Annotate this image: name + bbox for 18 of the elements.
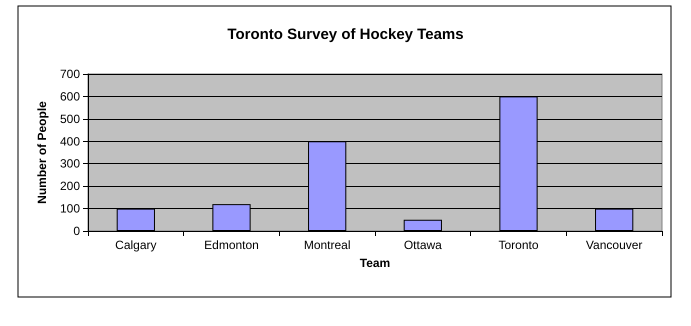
y-tick-label: 600: [60, 89, 80, 104]
y-axis-title: Number of People: [35, 100, 49, 204]
y-tick-label: 200: [60, 179, 80, 194]
chart-title: Toronto Survey of Hockey Teams: [227, 26, 464, 43]
x-tick-label: Montreal: [304, 238, 351, 252]
y-tick-label: 400: [60, 134, 80, 148]
bar: [404, 220, 442, 231]
y-tick-label: 0: [73, 224, 80, 238]
x-tick-label: Edmonton: [204, 238, 259, 252]
x-tick-label: Calgary: [115, 238, 157, 252]
x-axis-title: Team: [360, 256, 390, 270]
y-tick-label: 300: [60, 156, 80, 171]
x-tick-label: Toronto: [498, 238, 539, 252]
x-tick-label: Vancouver: [586, 238, 642, 252]
x-tick-label: Ottawa: [404, 238, 442, 252]
y-tick-label: 100: [60, 202, 80, 216]
y-tick-label: 700: [60, 67, 80, 81]
y-tick-label: 500: [60, 112, 80, 126]
